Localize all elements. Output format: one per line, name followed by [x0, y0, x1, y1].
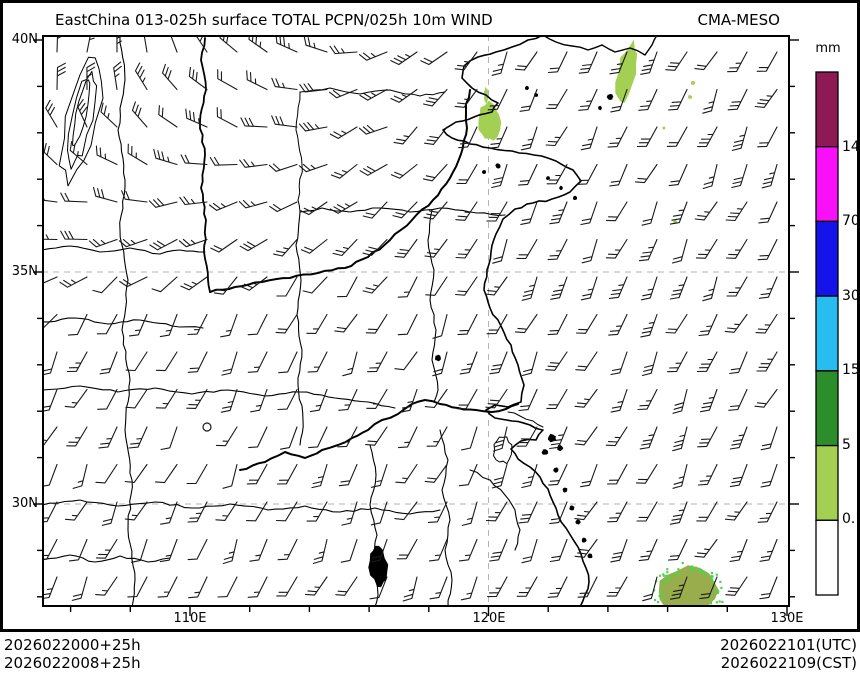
map-content	[43, 36, 789, 606]
wind-barbs	[43, 36, 778, 602]
precip-areas	[478, 39, 724, 606]
colorbar-label-0p1: 0.1	[842, 511, 860, 527]
lon-label-120e: 120E	[472, 611, 506, 626]
init-time-cst: 2026022008+25h	[4, 654, 141, 672]
map-plot	[33, 35, 839, 616]
colorbar-label-70: 70	[842, 213, 860, 229]
colorbar-label-15: 15	[842, 362, 860, 378]
model-name: CMA-MESO	[697, 11, 780, 29]
lon-label-110e: 110E	[173, 611, 207, 626]
lon-label-130e: 130E	[770, 611, 804, 626]
valid-time-utc: 2026022101(UTC)	[720, 636, 857, 654]
colorbar	[815, 71, 839, 596]
valid-time-cst: 2026022109(CST)	[720, 654, 857, 672]
islands-lakes	[368, 85, 614, 588]
lat-label-30n: 30N	[11, 496, 38, 511]
colorbar-label-30: 30	[842, 288, 860, 304]
outer-frame	[0, 0, 860, 632]
lat-label-35n: 35N	[11, 264, 38, 279]
plot-frame	[33, 35, 799, 616]
init-time-utc: 2026022000+25h	[4, 636, 141, 654]
gridlines	[43, 36, 789, 606]
coastline-borders	[43, 36, 658, 606]
colorbar-label-140: 140	[842, 139, 860, 155]
chart-title: EastChina 013-025h surface TOTAL PCPN/02…	[55, 11, 493, 29]
colorbar-label-5: 5	[842, 437, 851, 453]
colorbar-unit: mm	[815, 41, 841, 56]
lat-label-40n: 40N	[11, 32, 38, 47]
